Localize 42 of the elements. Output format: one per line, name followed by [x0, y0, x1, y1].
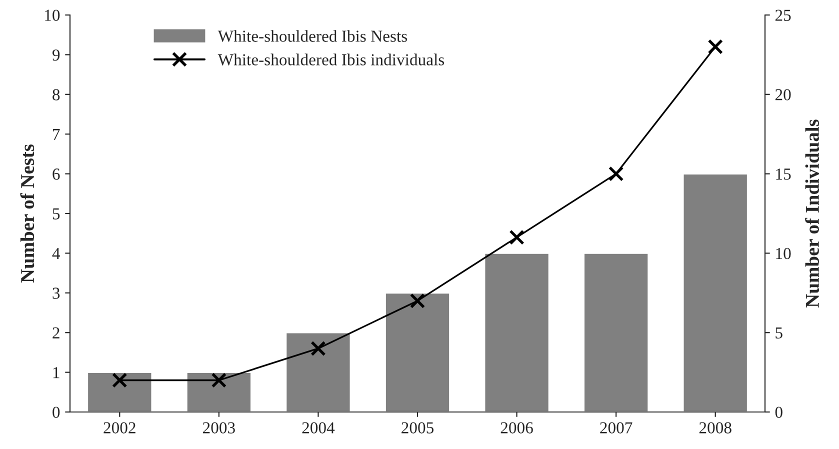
x-tick-label: 2004: [302, 422, 335, 434]
y2-tick-label: 15: [776, 168, 791, 180]
bar: [384, 292, 450, 412]
point: [708, 39, 723, 54]
point: [608, 166, 624, 182]
y-tick-label: 4: [52, 248, 60, 259]
y-tick-label: 9: [52, 49, 60, 61]
bar: [86, 372, 153, 412]
x-tick-label: 2006: [500, 422, 533, 434]
y-tick-label: 1: [53, 367, 60, 378]
legend-label: White-shouldered Ibis Nests: [218, 30, 407, 42]
y-tick-label: 3: [52, 288, 60, 299]
y-tick-label: 10: [45, 10, 60, 21]
y2-tick-label: 10: [776, 248, 791, 260]
x-tick-label: 2008: [699, 422, 732, 434]
y2-axis-title: Number of Individuals: [805, 120, 820, 308]
x-tick-label: 2003: [202, 422, 235, 434]
x-tick-label: 2005: [402, 422, 434, 434]
bar: [285, 332, 352, 412]
y-tick-label: 5: [52, 208, 60, 220]
y-tick-label: 2: [52, 327, 60, 338]
legend-label: White-shouldered Ibis individuals: [218, 54, 444, 66]
point: [112, 372, 128, 388]
point: [410, 293, 426, 308]
point: [509, 230, 524, 245]
y-tick-label: 6: [52, 168, 60, 180]
y2-tick-label: 5: [776, 327, 782, 339]
y-axis-title: Number of Nests: [20, 144, 34, 283]
y2-tick-label: 20: [775, 89, 791, 100]
point: [211, 372, 227, 388]
bar: [682, 173, 748, 412]
y2-tick-label: 0: [775, 406, 782, 418]
y-tick-label: 8: [52, 89, 60, 100]
y-tick-label: 7: [53, 128, 60, 140]
bar: [484, 252, 550, 412]
y2-tick-label: 25: [775, 10, 791, 21]
y-tick-label: 0: [52, 406, 60, 418]
point: [310, 340, 326, 356]
bar: [186, 372, 252, 412]
bar: [583, 252, 650, 412]
x-tick-label: 2007: [600, 422, 632, 434]
x-tick-label: 2002: [104, 422, 136, 434]
